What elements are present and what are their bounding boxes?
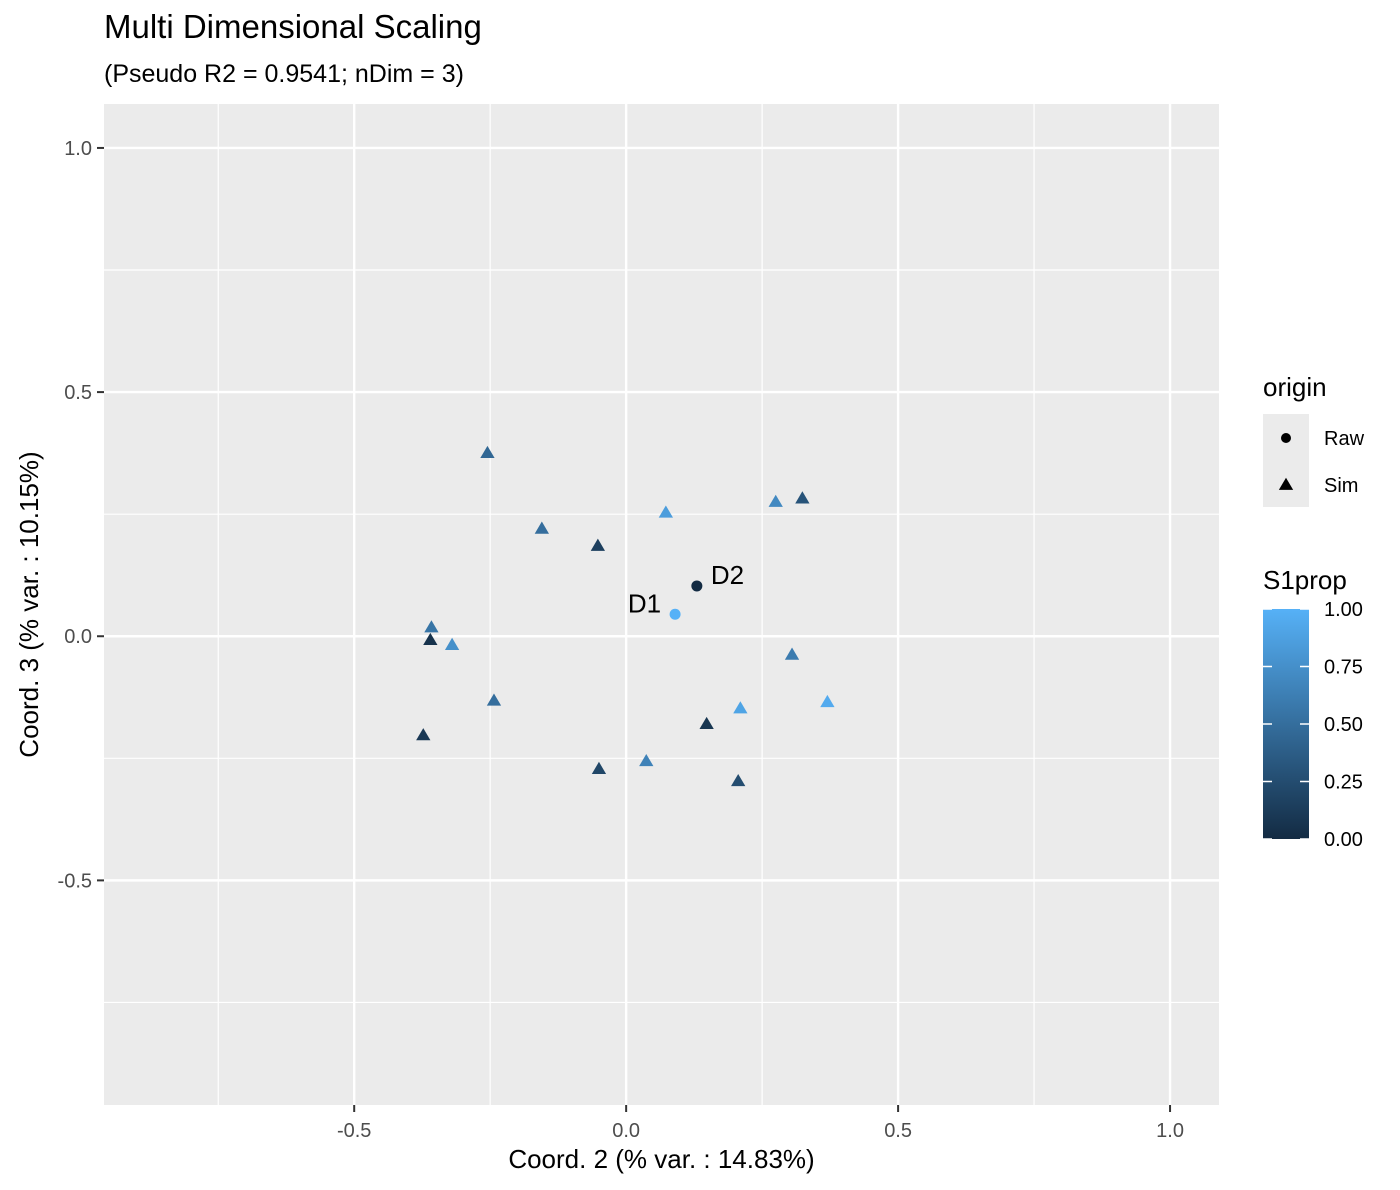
y-tick-label: 0.5 <box>64 382 92 404</box>
legend-s1prop-title: S1prop <box>1263 565 1347 595</box>
chart-title: Multi Dimensional Scaling <box>104 8 482 45</box>
triangle-legend-key <box>1278 477 1294 490</box>
legend-key-background <box>1263 414 1309 507</box>
legend-s1prop: S1prop 1.00 0.75 0.50 0.25 0.00 <box>1263 565 1363 851</box>
y-tick-label: 1.0 <box>64 138 92 160</box>
chart-subtitle: (Pseudo R2 = 0.9541; nDim = 3) <box>104 60 464 88</box>
minor-gridlines <box>104 104 1219 1105</box>
data-points <box>416 445 835 787</box>
point-label: D2 <box>711 560 744 590</box>
sim-point <box>416 728 431 741</box>
colorbar-label: 1.00 <box>1324 599 1363 621</box>
x-tick-label: 0.5 <box>884 1120 912 1142</box>
x-tick-label: -0.5 <box>337 1120 371 1142</box>
sim-point <box>480 445 495 459</box>
sim-point <box>733 701 748 714</box>
raw-point <box>669 608 681 620</box>
legend-origin: origin Raw Sim <box>1263 372 1365 507</box>
colorbar-ticks: 1.00 0.75 0.50 0.25 0.00 <box>1263 599 1363 851</box>
sim-point <box>784 647 800 660</box>
y-tick-label: -0.5 <box>58 870 92 892</box>
y-axis-title: Coord. 3 (% var. : 10.15%) <box>14 451 44 757</box>
x-axis-title: Coord. 2 (% var. : 14.83%) <box>508 1144 814 1174</box>
legend-origin-title: origin <box>1263 372 1327 402</box>
major-gridlines <box>104 104 1219 1105</box>
sim-point <box>534 521 549 534</box>
sim-point <box>639 753 654 767</box>
x-tick-label: 0.0 <box>612 1120 640 1142</box>
colorbar-label: 0.50 <box>1324 714 1363 736</box>
sim-point <box>768 494 783 507</box>
sim-point <box>795 491 810 504</box>
legend-origin-label: Raw <box>1324 428 1365 450</box>
sim-point <box>590 538 606 551</box>
sim-point <box>699 716 714 730</box>
sim-point <box>731 774 746 787</box>
raw-point <box>691 580 703 592</box>
sim-point <box>444 637 460 650</box>
sim-point <box>423 632 438 646</box>
colorbar-label: 0.25 <box>1324 772 1363 794</box>
point-labels: D1 D2 <box>628 560 744 618</box>
sim-point <box>820 694 835 708</box>
x-axis-ticks: -0.5 0.0 0.5 1.0 <box>337 1105 1184 1142</box>
y-axis-ticks: -0.5 0.0 0.5 1.0 <box>58 138 104 892</box>
point-label: D1 <box>628 588 661 618</box>
colorbar-label: 0.75 <box>1324 657 1363 679</box>
y-tick-label: 0.0 <box>64 626 92 648</box>
circle-legend-key <box>1281 433 1291 443</box>
sim-point <box>591 761 607 774</box>
plot-panel <box>104 104 1219 1105</box>
sim-point <box>486 693 502 706</box>
sim-point <box>658 505 674 518</box>
x-tick-label: 1.0 <box>1156 1120 1184 1142</box>
sim-point <box>424 620 439 633</box>
colorbar-label: 0.00 <box>1324 829 1363 851</box>
legend-origin-label: Sim <box>1324 475 1358 497</box>
